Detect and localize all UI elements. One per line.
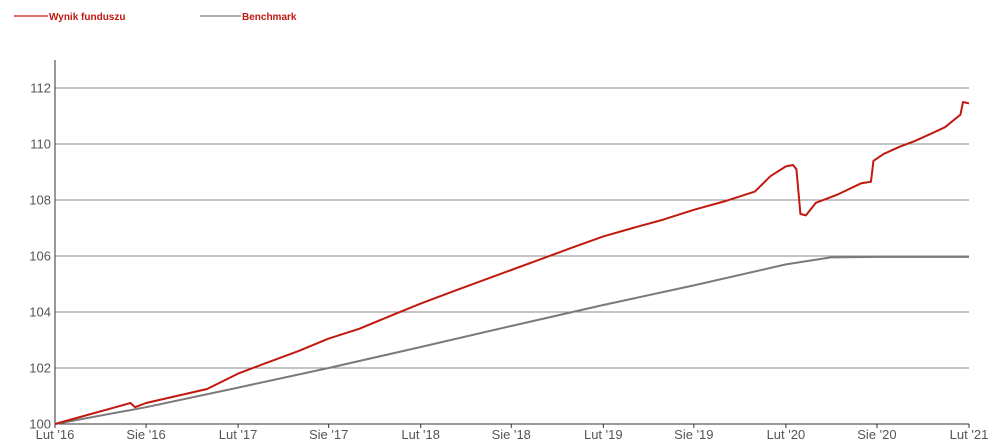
x-tick-label: Lut '21	[950, 427, 989, 442]
gridlines	[55, 87, 969, 369]
x-axis-ticks: Lut '16 Sie '16 Lut '17 Sie '17 Lut '18 Sie '…	[36, 424, 989, 442]
legend: Wynik funduszu Benchmark	[14, 12, 297, 23]
y-axis-ticks: 100 102 104 106 108 110 112	[29, 81, 51, 432]
x-tick-label: Sie '17	[309, 427, 348, 442]
y-tick-label: 112	[30, 81, 51, 96]
x-tick-label: Sie '19	[674, 427, 713, 442]
legend-item-benchmark: Benchmark	[200, 12, 297, 23]
x-tick-label: Sie '18	[492, 427, 531, 442]
legend-label-benchmark: Benchmark	[242, 12, 297, 23]
x-tick-label: Sie '20	[857, 427, 896, 442]
y-tick-label: 104	[29, 305, 51, 320]
x-tick-label: Sie '16	[126, 427, 165, 442]
series-line-benchmark	[54, 255, 969, 425]
series	[54, 101, 970, 425]
legend-label-fund: Wynik funduszu	[49, 12, 125, 23]
series-line-fund	[54, 101, 970, 425]
legend-item-fund: Wynik funduszu	[14, 12, 125, 23]
x-tick-label: Lut '18	[401, 427, 440, 442]
x-tick-label: Lut '19	[584, 427, 623, 442]
x-tick-label: Lut '20	[767, 427, 806, 442]
y-tick-label: 106	[29, 249, 51, 264]
y-tick-label: 110	[30, 137, 51, 152]
y-tick-label: 100	[29, 417, 51, 432]
x-tick-label: Lut '16	[36, 427, 75, 442]
axes	[54, 60, 969, 425]
x-tick-label: Lut '17	[219, 427, 258, 442]
y-tick-label: 102	[29, 361, 51, 376]
y-tick-label: 108	[29, 193, 51, 208]
